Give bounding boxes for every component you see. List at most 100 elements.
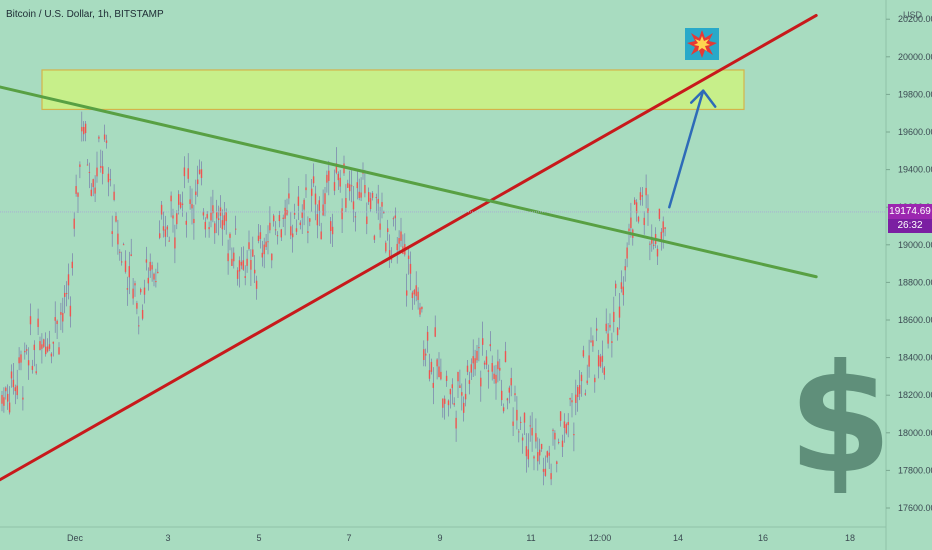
candle xyxy=(48,344,51,349)
currency-label: USD xyxy=(902,10,922,20)
candle xyxy=(660,231,662,241)
candle xyxy=(244,276,246,278)
candle xyxy=(516,409,518,421)
candle xyxy=(168,240,170,242)
candle xyxy=(280,229,282,238)
candle xyxy=(371,192,374,198)
candle xyxy=(200,169,203,178)
candle xyxy=(96,167,98,177)
candle xyxy=(514,393,516,396)
candle xyxy=(83,126,85,135)
red-trendline[interactable] xyxy=(0,13,818,491)
candle xyxy=(187,168,189,179)
candle xyxy=(542,468,545,472)
candle xyxy=(181,203,184,206)
candle xyxy=(597,355,600,367)
candle xyxy=(518,431,520,433)
candle xyxy=(455,417,457,429)
x-tick-label: 16 xyxy=(758,533,768,543)
candle xyxy=(155,281,157,283)
candle xyxy=(322,204,324,216)
green-trendline[interactable] xyxy=(0,85,818,279)
x-tick-label: 7 xyxy=(346,533,351,543)
candle xyxy=(71,261,73,269)
candle xyxy=(223,215,225,226)
candle xyxy=(472,356,474,364)
candle xyxy=(27,360,30,366)
candle xyxy=(383,211,385,213)
candle xyxy=(594,377,596,383)
candle xyxy=(276,235,279,237)
candle xyxy=(214,223,216,234)
candle xyxy=(520,421,522,423)
candle xyxy=(400,231,402,241)
candle xyxy=(510,378,512,386)
candle xyxy=(210,212,212,221)
candle xyxy=(493,373,495,379)
candle xyxy=(166,226,168,230)
candle xyxy=(464,393,467,400)
candle xyxy=(29,316,32,325)
y-tick-label: 20200.00 xyxy=(898,14,932,24)
x-tick-label: 18 xyxy=(845,533,855,543)
candle xyxy=(303,199,305,210)
candle xyxy=(185,220,187,225)
candle xyxy=(381,202,383,207)
candle xyxy=(438,366,440,378)
candle xyxy=(122,244,125,246)
candle xyxy=(415,285,417,297)
candle xyxy=(153,273,155,280)
candle xyxy=(67,274,70,286)
candle xyxy=(233,252,235,262)
candle xyxy=(84,123,87,134)
candle xyxy=(271,253,273,261)
candle xyxy=(335,163,338,173)
x-tick-label: 12:00 xyxy=(589,533,612,543)
candle xyxy=(278,215,281,222)
candle xyxy=(221,220,224,230)
candle xyxy=(352,201,355,210)
candle xyxy=(426,331,429,341)
x-tick-label: Dec xyxy=(67,533,84,543)
candle xyxy=(569,398,571,400)
candle xyxy=(468,380,471,384)
candle xyxy=(442,398,444,408)
candle xyxy=(160,204,163,215)
candle xyxy=(46,346,49,352)
resistance-zone[interactable] xyxy=(41,69,745,111)
candle xyxy=(69,305,72,317)
chart-title: Bitcoin / U.S. Dollar, 1h, BITSTAMP xyxy=(6,9,164,20)
candle xyxy=(227,253,229,262)
candle xyxy=(599,356,602,367)
candle xyxy=(641,195,643,197)
candle xyxy=(554,432,556,440)
candle xyxy=(183,167,186,177)
candle xyxy=(339,177,341,187)
candle xyxy=(145,259,148,263)
blue-arrow[interactable] xyxy=(668,89,717,209)
candle xyxy=(263,244,265,255)
candle xyxy=(240,261,243,266)
candle xyxy=(109,179,111,181)
candle xyxy=(331,226,334,235)
candle xyxy=(12,379,15,388)
candle xyxy=(333,182,336,191)
candle xyxy=(121,261,123,263)
candle xyxy=(499,367,501,371)
candle xyxy=(115,215,117,222)
candle xyxy=(347,183,349,188)
candle xyxy=(18,357,20,364)
candle xyxy=(504,351,507,363)
candle xyxy=(491,363,493,372)
candle xyxy=(312,176,315,184)
candle xyxy=(407,255,410,260)
candle xyxy=(282,217,284,219)
candle xyxy=(284,207,286,219)
candle xyxy=(208,227,210,230)
candle xyxy=(658,208,661,219)
candle xyxy=(293,212,296,215)
candle xyxy=(65,293,68,295)
collision-icon[interactable] xyxy=(685,28,719,60)
candle xyxy=(274,229,277,231)
